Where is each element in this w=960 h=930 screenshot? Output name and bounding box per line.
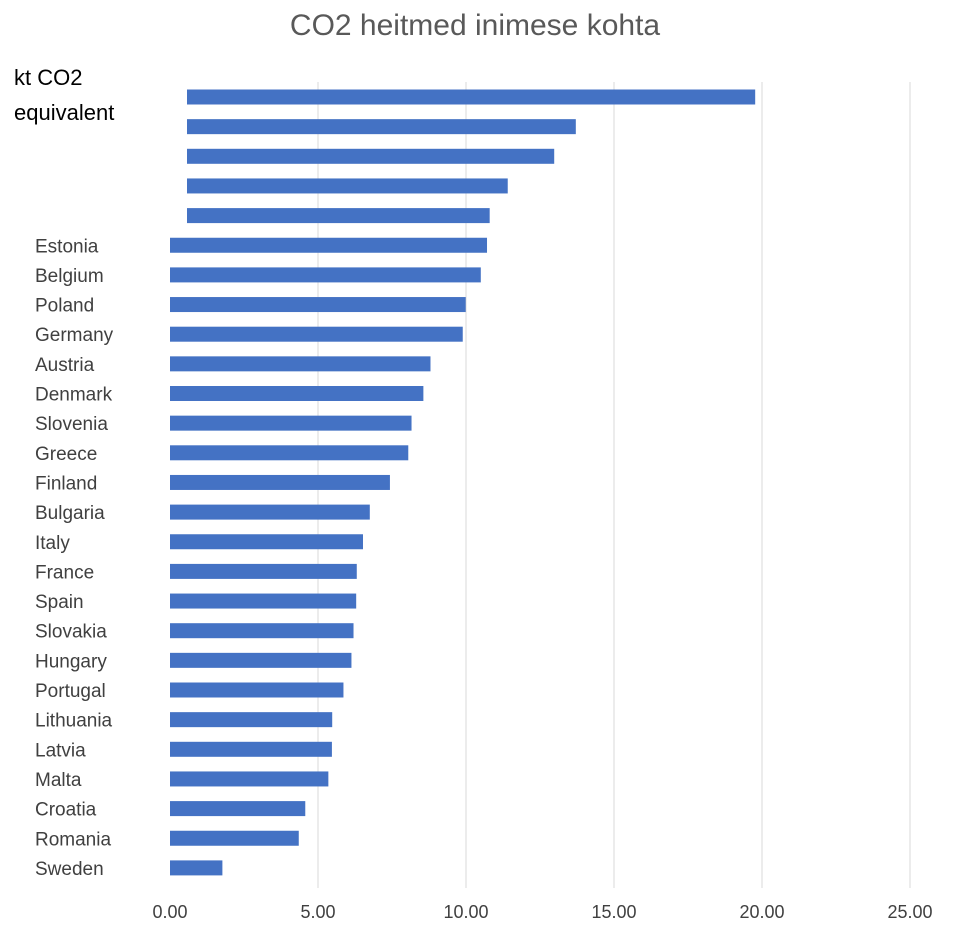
bar bbox=[170, 445, 409, 461]
bar bbox=[170, 386, 424, 401]
x-tick-label: 20.00 bbox=[739, 902, 784, 922]
x-tick-label: 25.00 bbox=[887, 902, 932, 922]
bar bbox=[170, 534, 363, 550]
category-label: Belgium bbox=[35, 266, 104, 287]
bar bbox=[170, 237, 488, 253]
bar bbox=[187, 89, 756, 105]
x-tick-label: 15.00 bbox=[591, 902, 636, 922]
bar bbox=[170, 623, 354, 639]
category-label: Sweden bbox=[35, 859, 104, 880]
category-label: Malta bbox=[35, 770, 82, 791]
bar bbox=[170, 297, 466, 313]
category-label: Slovenia bbox=[35, 414, 108, 435]
bar bbox=[170, 326, 463, 342]
category-label: Austria bbox=[35, 355, 95, 376]
category-label: Slovakia bbox=[35, 622, 107, 643]
category-label: France bbox=[35, 562, 94, 583]
bar bbox=[187, 208, 490, 224]
bar bbox=[187, 178, 508, 194]
category-label: Lithuania bbox=[35, 711, 113, 732]
bar bbox=[170, 563, 357, 579]
bar bbox=[170, 267, 481, 283]
bar bbox=[170, 771, 329, 787]
bar bbox=[170, 474, 390, 490]
bars bbox=[170, 89, 756, 876]
category-label: Croatia bbox=[35, 800, 97, 821]
category-labels: Estonia Belgium Poland Germany Austria Denmar… bbox=[35, 236, 114, 880]
bar bbox=[187, 119, 576, 135]
bar bbox=[170, 593, 357, 609]
x-tick-label: 0.00 bbox=[152, 902, 187, 922]
category-label: Portugal bbox=[35, 681, 106, 702]
category-label: Estonia bbox=[35, 236, 99, 257]
category-label: Finland bbox=[35, 473, 97, 494]
chart-title: CO2 heitmed inimese kohta bbox=[290, 9, 660, 42]
category-label: Latvia bbox=[35, 740, 86, 761]
x-tick-label: 5.00 bbox=[300, 902, 335, 922]
category-label: Bulgaria bbox=[35, 503, 105, 524]
category-label: Denmark bbox=[35, 385, 113, 406]
unit-label-line-2: equivalent bbox=[14, 100, 114, 125]
bar bbox=[170, 652, 352, 668]
category-label: Germany bbox=[35, 325, 114, 346]
category-label: Romania bbox=[35, 829, 111, 850]
bar bbox=[187, 148, 555, 164]
gridlines bbox=[317, 82, 911, 888]
category-label: Spain bbox=[35, 592, 84, 613]
bar bbox=[170, 712, 333, 728]
bar bbox=[170, 682, 344, 698]
bar bbox=[170, 504, 370, 520]
category-label: Italy bbox=[35, 533, 70, 554]
category-label: Greece bbox=[35, 444, 97, 465]
x-tick-label: 10.00 bbox=[443, 902, 488, 922]
bar bbox=[170, 860, 223, 876]
category-label: Hungary bbox=[35, 651, 107, 672]
x-tick-labels: 0.00 5.00 10.00 15.00 20.00 25.00 bbox=[152, 902, 932, 922]
bar bbox=[170, 356, 431, 372]
unit-label-line-1: kt CO2 bbox=[14, 65, 82, 90]
bar bbox=[170, 741, 332, 757]
bar bbox=[170, 801, 306, 817]
category-label: Poland bbox=[35, 296, 94, 317]
bar bbox=[170, 415, 412, 431]
bar bbox=[170, 830, 299, 846]
